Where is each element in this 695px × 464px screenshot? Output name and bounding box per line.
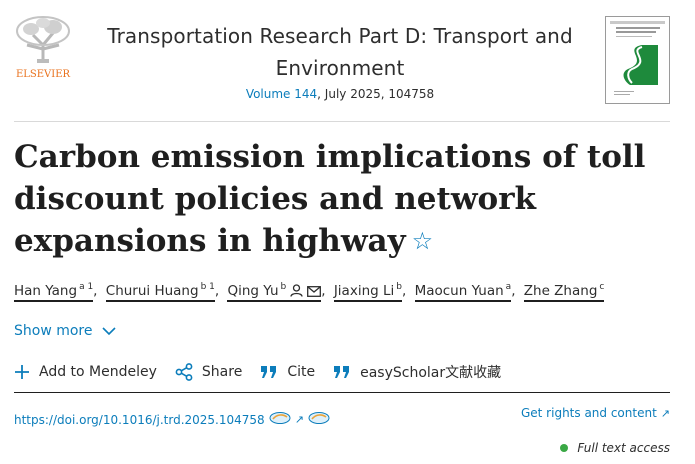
journal-cover-image [610, 21, 665, 95]
author-name: Qing Yu [227, 283, 279, 299]
quote-icon [334, 366, 350, 378]
volume-link[interactable]: Volume 144 [245, 87, 318, 101]
person-icon [290, 284, 303, 301]
author-name: Zhe Zhang [523, 283, 598, 299]
author-link[interactable]: Qing Yu b [227, 282, 322, 302]
elsevier-tree-logo: ELSEVIER [13, 15, 73, 80]
chevron-down-icon [101, 326, 116, 335]
author-link[interactable]: Zhe Zhang c [523, 282, 605, 302]
doi-link[interactable]: https://doi.org/10.1016/j.trd.2025.10475… [14, 412, 265, 427]
header-divider [14, 121, 670, 122]
show-more-label: Show more [14, 323, 93, 339]
easyscholar-label: easyScholar文献收藏 [360, 365, 502, 381]
cite-label: Cite [287, 364, 316, 380]
author-affiliation: b [396, 282, 402, 292]
elsevier-logo[interactable]: ELSEVIER [13, 15, 73, 81]
easyscholar-chip-icon[interactable] [308, 411, 330, 428]
mail-icon [307, 285, 322, 301]
access-dot-icon [560, 444, 569, 452]
author-affiliation: b [280, 282, 287, 292]
quote-icon [261, 366, 277, 378]
external-link-icon: ↗ [660, 406, 670, 420]
author-link[interactable]: Han Yang a 1 [14, 282, 94, 302]
plus-icon [15, 365, 29, 379]
author-list: Han Yang a 1, Churui Huang b 1, Qing Yu b, … [14, 282, 674, 302]
author-link[interactable]: Churui Huang b 1 [105, 282, 215, 302]
easyscholar-button[interactable]: easyScholar文献收藏 [333, 362, 501, 382]
add-to-mendeley-button[interactable]: Add to Mendeley [14, 364, 157, 380]
external-link-icon: ↗ [294, 413, 304, 426]
volume-date-article: , July 2025, 104758 [317, 87, 435, 101]
show-more-button[interactable]: Show more [14, 323, 116, 339]
share-button[interactable]: Share [175, 363, 242, 381]
author-affiliation: c [599, 282, 605, 292]
journal-header: ELSEVIER Transportation Research Part D:… [0, 0, 695, 112]
cite-button[interactable]: Cite [260, 364, 315, 380]
volume-info: Volume 144, July 2025, 104758 [96, 87, 584, 101]
share-label: Share [201, 364, 243, 380]
article-title: Carbon emission implications of toll dis… [14, 136, 684, 262]
access-label: Full text access [577, 441, 670, 455]
author-name: Churui Huang [105, 283, 199, 299]
journal-cover[interactable] [605, 16, 670, 104]
toolbar-divider [14, 392, 670, 393]
journal-title[interactable]: Transportation Research Part D: Transpor… [107, 24, 573, 80]
author-affiliation: b 1 [200, 282, 215, 292]
star-icon[interactable]: ☆ [411, 227, 434, 255]
author-name: Jiaxing Li [333, 283, 395, 299]
author-link[interactable]: Jiaxing Li b [333, 282, 402, 302]
rights-label: Get rights and content [520, 406, 657, 420]
author-affiliation: a 1 [79, 282, 94, 292]
article-toolbar: Add to Mendeley Share Cite easyScholar文献… [14, 360, 519, 384]
author-link[interactable]: Maocun Yuan a [414, 282, 512, 302]
rights-link[interactable]: Get rights and content ↗ [521, 406, 670, 420]
author-name: Maocun Yuan [414, 283, 504, 299]
publisher-label: ELSEVIER [16, 69, 71, 80]
share-icon [175, 363, 193, 381]
article-title-text: Carbon emission implications of toll dis… [14, 139, 646, 259]
easyscholar-chip-icon[interactable] [269, 411, 291, 428]
doi-row: https://doi.org/10.1016/j.trd.2025.10475… [14, 411, 330, 428]
access-badge: Full text access [560, 441, 670, 455]
author-name: Han Yang [14, 283, 78, 299]
mendeley-label: Add to Mendeley [39, 364, 157, 380]
author-affiliation: a [505, 282, 512, 292]
